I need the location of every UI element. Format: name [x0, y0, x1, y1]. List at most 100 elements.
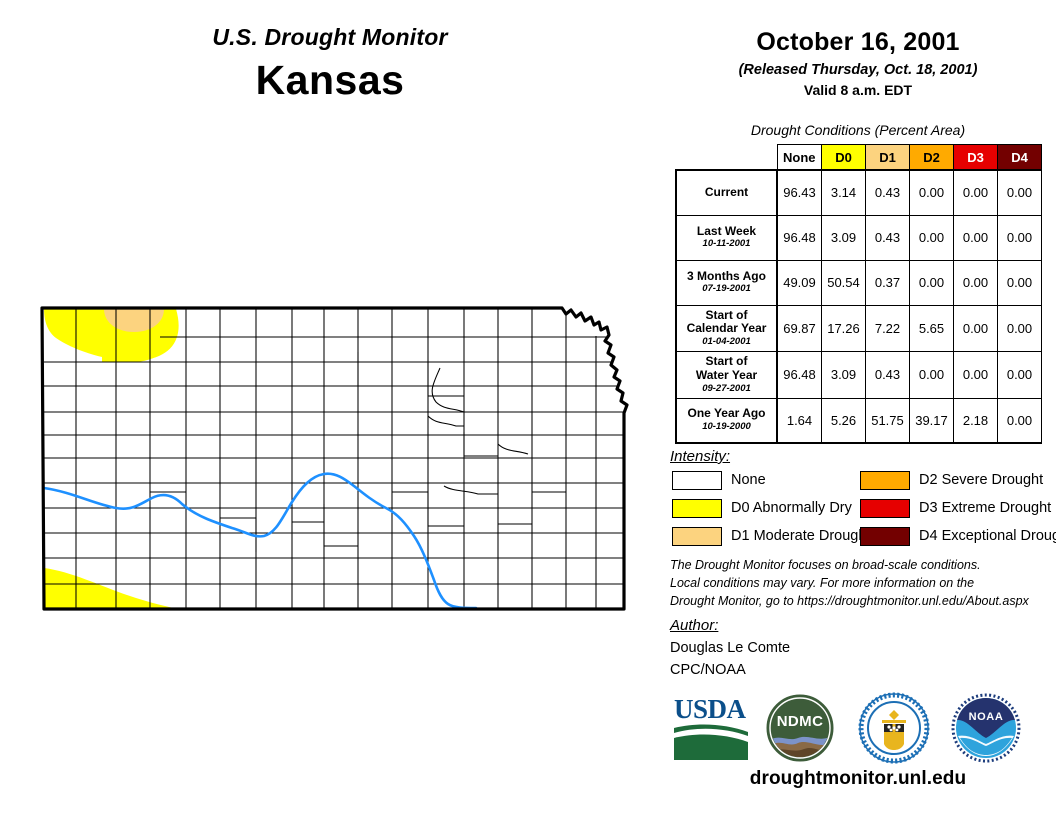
table-cell-d2: 0.00 — [909, 169, 954, 216]
table-row-date: 07-19-2001 — [702, 283, 751, 295]
legend-column-right: D2 Severe Drought D3 Extreme Drought D4 Ex… — [860, 468, 1056, 552]
author-label: Author: — [670, 617, 719, 634]
table-row: Start of Water Year 09-27-2001 96.48 3.09 0.4… — [675, 351, 1042, 399]
svg-text:USDA: USDA — [674, 694, 747, 724]
legend-label-d3: D3 Extreme Drought — [919, 500, 1052, 516]
drought-monitor-title: U.S. Drought Monitor — [212, 24, 448, 50]
table-cell-none: 96.48 — [776, 351, 822, 399]
legend-swatch-d0 — [672, 498, 722, 518]
table-row-date: 09-27-2001 — [702, 382, 751, 394]
table-cell-d4: 0.00 — [997, 214, 1042, 261]
table-row-label: Last Week 10-11-2001 — [675, 214, 778, 261]
legend-swatch-d1 — [672, 526, 722, 546]
table-cell-d4: 0.00 — [997, 304, 1042, 353]
disclaimer-line-1: The Drought Monitor focuses on broad-sca… — [670, 558, 981, 572]
legend-item-d2: D2 Severe Drought — [860, 468, 1056, 492]
valid-time: Valid 8 a.m. EDT — [803, 82, 913, 98]
legend-label-d0: D0 Abnormally Dry — [731, 500, 852, 516]
svg-text:NOAA: NOAA — [969, 711, 1004, 723]
commerce-seal-logo — [858, 692, 930, 769]
drought-conditions-table: None D0 D1 D2 D3 D4 Current 96.43 3.14 0.43 0.00 0… — [675, 144, 1042, 445]
table-row: 3 Months Ago 07-19-2001 49.09 50.54 0.37 0.00… — [675, 259, 1042, 306]
table-cell-none: 96.48 — [776, 214, 822, 261]
table-row-label: Start of Calendar Year 01-04-2001 — [675, 304, 778, 353]
legend-item-d0: D0 Abnormally Dry — [672, 496, 870, 520]
partner-logos: USDA NDMC — [668, 692, 1048, 766]
table-col-header-d0: D0 — [821, 144, 866, 171]
table-row-label: Current — [675, 169, 778, 216]
legend-label-d1: D1 Moderate Drought — [731, 528, 871, 544]
table-cell-d0: 5.26 — [821, 397, 866, 445]
table-cell-d3: 2.18 — [953, 397, 998, 445]
table-cell-none: 1.64 — [776, 397, 822, 445]
issue-header-block: October 16, 2001 (Released Thursday, Oct… — [668, 28, 1048, 98]
table-cell-none: 49.09 — [776, 259, 822, 306]
table-cell-d3: 0.00 — [953, 259, 998, 306]
legend-swatch-d4 — [860, 526, 910, 546]
legend-item-d4: D4 Exceptional Drought — [860, 524, 1056, 548]
svg-text:NDMC: NDMC — [777, 713, 824, 730]
table-cell-d3: 0.00 — [953, 169, 998, 216]
table-cell-d1: 51.75 — [865, 397, 910, 445]
table-row-date: 10-11-2001 — [702, 238, 751, 250]
table-col-header-d2: D2 — [909, 144, 954, 171]
disclaimer-text: The Drought Monitor focuses on broad-sca… — [670, 556, 1050, 610]
table-cell-d1: 7.22 — [865, 304, 910, 353]
author-block: Douglas Le Comte CPC/NOAA — [670, 638, 790, 682]
author-name: Douglas Le Comte — [670, 640, 791, 656]
table-cell-d0: 3.14 — [821, 169, 866, 216]
issue-date: October 16, 2001 — [756, 28, 960, 56]
table-row: Last Week 10-11-2001 96.48 3.09 0.43 0.00 0.00… — [675, 214, 1042, 261]
table-row-date: 01-04-2001 — [702, 336, 751, 348]
ndmc-logo: NDMC — [764, 692, 836, 769]
disclaimer-line-3: Drought Monitor, go to https://droughtmo… — [670, 594, 1029, 609]
map-title-block: U.S. Drought Monitor Kansas — [0, 24, 660, 104]
table-row: One Year Ago 10-19-2000 1.64 5.26 51.75 39.17… — [675, 397, 1042, 445]
table-cell-d1: 0.43 — [865, 351, 910, 399]
table-cell-d3: 0.00 — [953, 214, 998, 261]
legend-label-d2: D2 Severe Drought — [919, 472, 1044, 488]
table-cell-d4: 0.00 — [997, 259, 1042, 306]
table-col-header-d4: D4 — [997, 144, 1042, 171]
table-row: Start of Calendar Year 01-04-2001 69.87 17.2… — [675, 304, 1042, 353]
table-body: Current 96.43 3.14 0.43 0.00 0.00 0.00 Last Wee… — [675, 169, 1042, 445]
table-row-label: 3 Months Ago 07-19-2001 — [675, 259, 778, 306]
table-cell-d3: 0.00 — [953, 351, 998, 399]
d1-region-northwest — [104, 309, 164, 332]
table-cell-d3: 0.00 — [953, 304, 998, 353]
table-corner-cell — [676, 145, 777, 171]
table-cell-d4: 0.00 — [997, 351, 1042, 399]
legend-item-none: None — [672, 468, 870, 492]
legend-swatch-d3 — [860, 498, 910, 518]
table-row: Current 96.43 3.14 0.43 0.00 0.00 0.00 — [675, 169, 1042, 216]
county-boundaries — [44, 308, 624, 609]
table-cell-d0: 3.09 — [821, 351, 866, 399]
table-cell-d2: 5.65 — [909, 304, 954, 353]
table-row-label: Start of Water Year 09-27-2001 — [675, 351, 778, 399]
table-cell-d4: 0.00 — [997, 169, 1042, 216]
table-cell-d1: 0.43 — [865, 214, 910, 261]
legend-item-d1: D1 Moderate Drought — [672, 524, 870, 548]
table-col-header-d3: D3 — [953, 144, 998, 171]
table-col-header-none: None — [776, 144, 822, 171]
legend-item-d3: D3 Extreme Drought — [860, 496, 1056, 520]
table-cell-d1: 0.37 — [865, 259, 910, 306]
table-cell-d0: 17.26 — [821, 304, 866, 353]
legend-label-d4: D4 Exceptional Drought — [919, 528, 1056, 544]
table-cell-none: 96.43 — [776, 169, 822, 216]
table-cell-d4: 0.00 — [997, 397, 1042, 445]
table-cell-d1: 0.43 — [865, 169, 910, 216]
kansas-drought-map — [24, 296, 644, 626]
table-cell-d2: 0.00 — [909, 214, 954, 261]
legend-swatch-none — [672, 470, 722, 490]
table-cell-d0: 3.09 — [821, 214, 866, 261]
table-cell-d2: 39.17 — [909, 397, 954, 445]
table-header-cells: None D0 D1 D2 D3 D4 — [676, 144, 1042, 171]
release-date: (Released Thursday, Oct. 18, 2001) — [738, 62, 978, 78]
table-caption: Drought Conditions (Percent Area) — [750, 122, 966, 138]
table-row-date: 10-19-2000 — [702, 421, 751, 433]
table-cell-none: 69.87 — [776, 304, 822, 353]
table-cell-d2: 0.00 — [909, 259, 954, 306]
website-url: droughtmonitor.unl.edu — [749, 768, 967, 789]
usda-logo: USDA — [672, 692, 750, 769]
